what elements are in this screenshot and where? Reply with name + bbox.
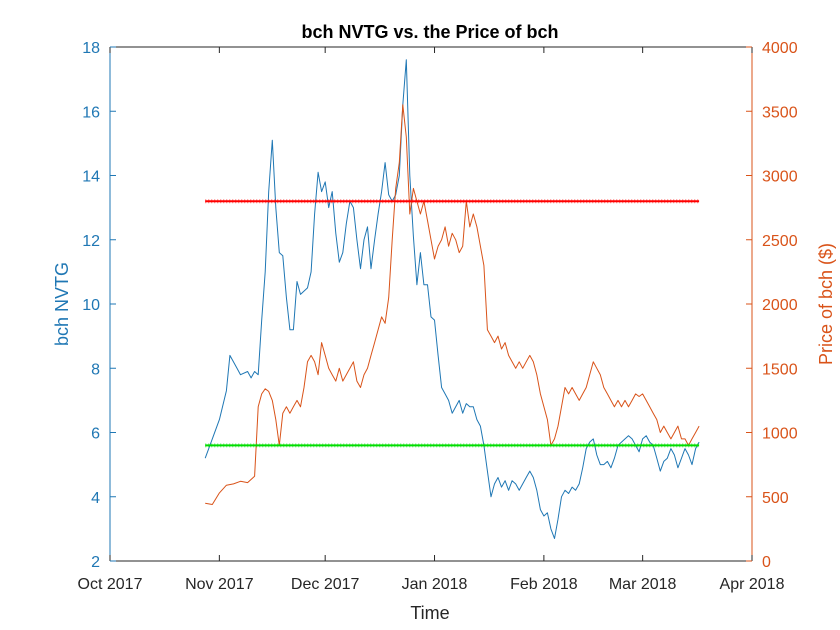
x-tick-label: Jan 2018 (402, 576, 468, 593)
y-right-tick-label: 4000 (762, 40, 798, 57)
y-left-tick-label: 12 (82, 233, 100, 250)
y-right-tick-label: 3500 (762, 104, 798, 121)
x-tick-label: Oct 2017 (78, 576, 143, 593)
y-left-tick-label: 2 (91, 554, 100, 571)
x-tick-label: Feb 2018 (510, 576, 578, 593)
plot-area: Oct 2017 Nov 2017 Dec 2017 Jan 2018 Feb 2018… (78, 40, 798, 593)
y-right-tick-label: 1500 (762, 361, 798, 378)
x-tick-label: Dec 2017 (291, 576, 360, 593)
x-tick-label: Apr 2018 (720, 576, 785, 593)
x-tick-label: Mar 2018 (609, 576, 677, 593)
y-left-tick-label: 18 (82, 40, 100, 57)
y-left-tick-label: 8 (91, 361, 100, 378)
y-right-tick-label: 2000 (762, 297, 798, 314)
y-right-tick-label: 3000 (762, 169, 798, 186)
series-line-price (205, 104, 700, 505)
y-right-tick-label: 500 (762, 490, 789, 507)
x-axis-label: Time (410, 603, 449, 623)
y-left-tick-label: 6 (91, 426, 100, 443)
y-left-tick-label: 4 (91, 490, 100, 507)
y-left-tick-label: 14 (82, 169, 100, 186)
chart-title: bch NVTG vs. the Price of bch (301, 22, 558, 42)
y-right-tick-label: 1000 (762, 426, 798, 443)
y-left-tick-label: 10 (82, 297, 100, 314)
y-right-tick-label: 2500 (762, 233, 798, 250)
x-tick-label: Nov 2017 (185, 576, 254, 593)
y-left-tick-label: 16 (82, 104, 100, 121)
y-axis-left-label: bch NVTG (52, 262, 72, 346)
y-axis-right-label: Price of bch ($) (816, 243, 836, 365)
y-right-tick-label: 0 (762, 554, 771, 571)
